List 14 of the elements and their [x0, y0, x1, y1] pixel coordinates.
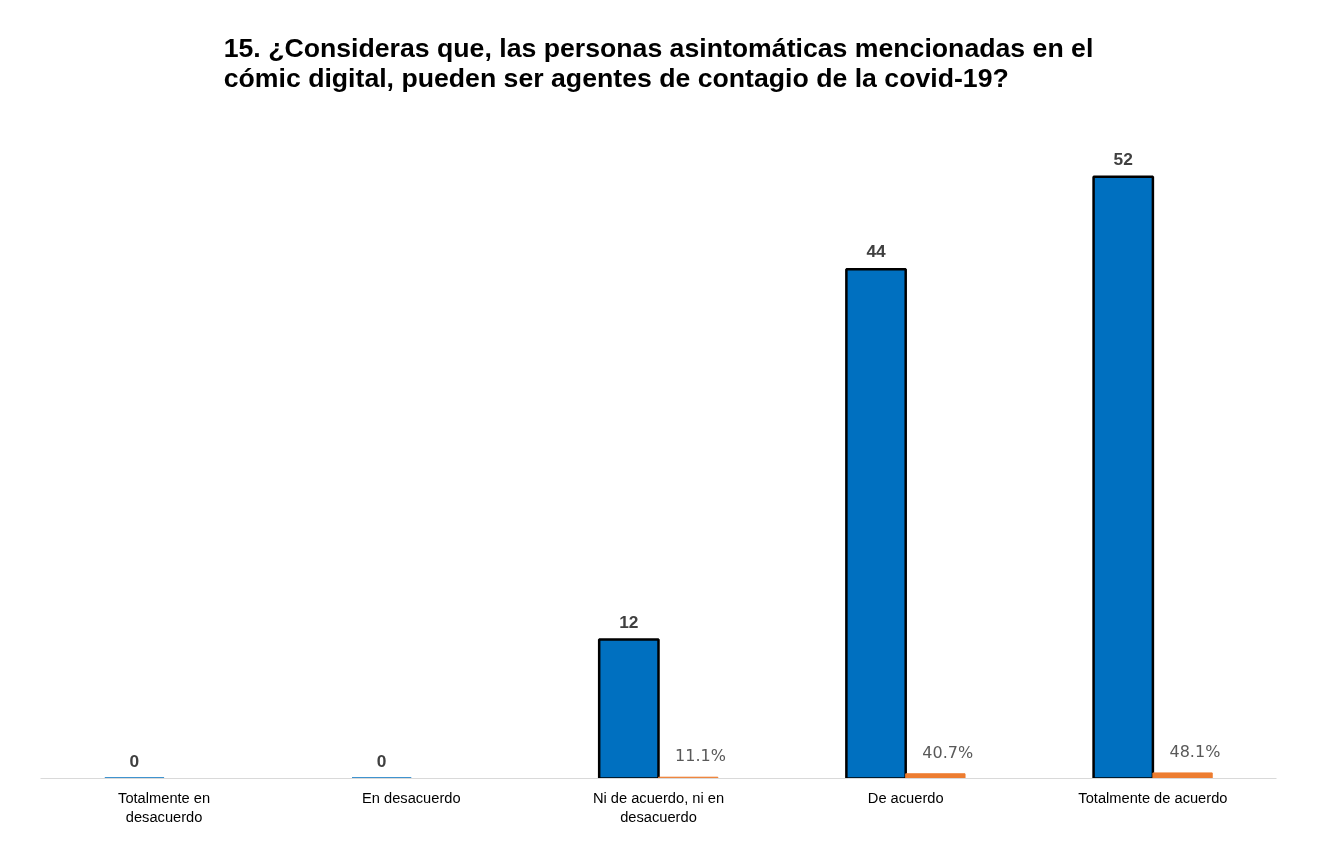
x-tick-label: En desacuerdo: [362, 789, 461, 806]
x-tick-label: Ni de acuerdo, ni en desacuerdo: [592, 789, 725, 825]
data-label: 0: [129, 750, 140, 771]
data-label: 44: [866, 241, 887, 262]
chart-title: 15. ¿Consideras que, las personas asintomáticas mencionadas en el cómic digital, pueden ser agentes de contagio de la covid-19?: [223, 32, 1094, 93]
data-label: 11.1%: [675, 746, 726, 766]
x-tick-label: Totalmente de acuerdo: [1078, 789, 1228, 806]
data-label: 52: [1113, 148, 1133, 169]
x-tick-label: Totalmente en desacuerdo: [118, 789, 211, 825]
data-label: 40.7%: [922, 742, 974, 762]
data-label: 12: [619, 611, 639, 632]
x-tick-label: De acuerdo: [867, 789, 944, 806]
data-label: 0: [376, 750, 387, 771]
data-label: 48.1%: [1169, 741, 1221, 761]
